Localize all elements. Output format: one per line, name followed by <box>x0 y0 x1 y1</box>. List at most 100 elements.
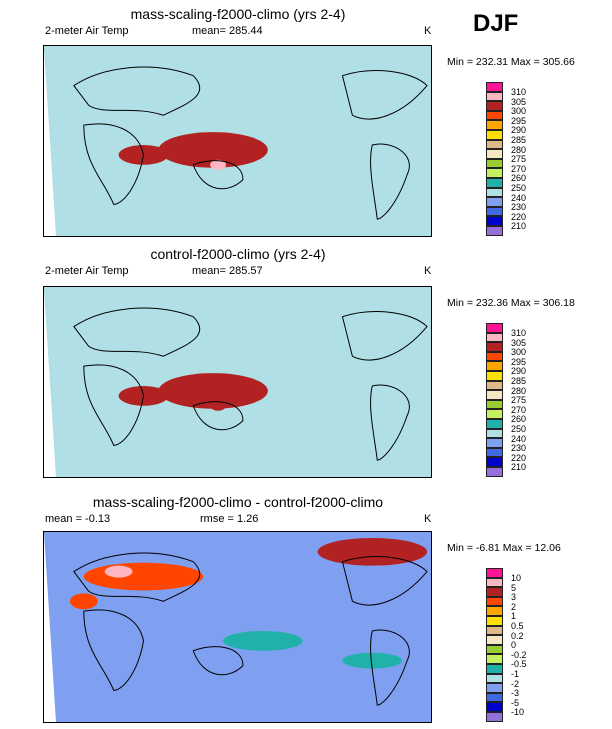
legend-swatch <box>486 120 503 130</box>
legend-swatch <box>486 654 503 664</box>
legend-swatch <box>486 91 503 102</box>
coastline <box>370 384 410 461</box>
legend-level-label: 250 <box>511 183 527 193</box>
legend-level-label: -0.2 <box>511 649 527 660</box>
legend-level-label: 300 <box>511 347 527 358</box>
contour-region <box>83 562 204 591</box>
panel-title: mass-scaling-f2000-climo - control-f2000… <box>92 494 384 510</box>
legend-level-label: -5 <box>511 697 520 708</box>
legend-swatch <box>486 187 503 198</box>
legend-level-label: 305 <box>511 96 527 107</box>
legend-swatch <box>486 615 503 626</box>
legend-swatch <box>486 323 503 333</box>
legend-swatch <box>486 351 503 362</box>
legend-swatch <box>486 635 503 645</box>
mean-label: mean= 285.57 <box>192 265 263 277</box>
legend-swatch <box>486 673 503 684</box>
legend-level-label: 275 <box>511 154 527 165</box>
legend-swatch <box>486 110 503 121</box>
legend-swatch <box>486 428 503 439</box>
legend-level-label: -10 <box>511 707 525 718</box>
legend-level-label: 230 <box>511 202 527 213</box>
legend-level-label: 260 <box>511 414 527 425</box>
legend-level-label: 290 <box>511 366 527 377</box>
coastline <box>83 609 144 691</box>
legend-swatch <box>486 342 503 352</box>
legend-swatch <box>486 206 503 217</box>
legend-level-label: 240 <box>511 192 527 203</box>
legend-swatch <box>486 197 503 207</box>
legend-level-label: 270 <box>511 163 527 174</box>
legend-swatch <box>486 663 503 674</box>
legend-swatch <box>486 596 503 607</box>
mean-label: mean= 285.44 <box>192 25 263 37</box>
coastline <box>83 364 144 446</box>
coastline <box>73 66 201 116</box>
legend-level-label: 285 <box>511 135 527 145</box>
legend-swatch <box>486 168 503 178</box>
panel-title: mass-scaling-f2000-climo (yrs 2-4) <box>130 6 346 22</box>
legend-swatch <box>486 139 503 150</box>
legend-level-label: 220 <box>511 211 527 222</box>
legend-swatch <box>486 711 503 722</box>
season-label: DJF <box>473 10 519 37</box>
legend-level-label: 10 <box>511 573 522 583</box>
legend-swatch <box>486 692 503 703</box>
legend-swatch <box>486 447 503 458</box>
legend-level-label: 295 <box>511 356 527 367</box>
legend-swatch <box>486 361 503 371</box>
legend-swatch <box>486 129 503 140</box>
legend-swatch <box>486 702 503 712</box>
coastline <box>370 629 410 706</box>
legend-level-label: -0.5 <box>511 659 527 670</box>
color-legend: 10 5 3 2 1 0.5 0.2 0 -0.2 -0.5 -1 -2 -3 -5 -10 <box>486 568 527 722</box>
legend-level-label: 0.2 <box>511 630 524 641</box>
contour-region <box>210 400 227 411</box>
contour-region <box>158 373 268 409</box>
left-label: 2-meter Air Temp <box>45 265 129 277</box>
legend-swatch <box>486 625 503 636</box>
contour-map <box>43 286 432 478</box>
min-max-label: Min = -6.81 Max = 12.06 <box>447 542 561 554</box>
legend-level-label: 0.5 <box>511 621 524 631</box>
units-label: K <box>424 25 432 37</box>
legend-level-label: -3 <box>511 688 520 699</box>
legend-level-label: 5 <box>511 582 517 593</box>
legend-swatch <box>486 370 503 381</box>
legend-swatch <box>486 149 503 159</box>
legend-swatch <box>486 177 503 188</box>
contour-region <box>342 652 403 669</box>
color-legend: 310 305 300 295 290 285 280 275 270 260 250 240 230 2… <box>486 82 526 236</box>
legend-swatch <box>486 332 503 343</box>
legend-swatch <box>486 418 503 429</box>
legend-swatch <box>486 380 503 391</box>
left-label: mean = -0.13 <box>45 513 111 525</box>
legend-level-label: 0 <box>511 640 517 651</box>
legend-level-label: -2 <box>511 678 520 689</box>
legend-level-label: 3 <box>511 592 517 603</box>
legend-swatch <box>486 577 503 588</box>
legend-swatch <box>486 568 503 578</box>
legend-swatch <box>486 409 503 419</box>
contour-region <box>158 132 268 168</box>
units-label: K <box>424 265 432 277</box>
legend-level-label: 220 <box>511 452 527 463</box>
legend-level-label: 275 <box>511 395 527 406</box>
contour-region <box>104 565 133 578</box>
legend-level-label: 210 <box>511 462 527 473</box>
legend-level-label: 300 <box>511 106 527 117</box>
legend-level-label: 270 <box>511 404 527 415</box>
contour-region <box>69 593 98 610</box>
coastline <box>192 160 244 190</box>
coastline <box>73 307 201 357</box>
legend-swatch <box>486 438 503 448</box>
panel-title: control-f2000-climo (yrs 2-4) <box>150 246 326 262</box>
coastline <box>192 646 244 676</box>
legend-swatch <box>486 606 503 616</box>
contour-region <box>223 630 303 651</box>
legend-level-label: 2 <box>511 601 517 612</box>
legend-level-label: 230 <box>511 443 527 454</box>
coastline <box>370 143 410 220</box>
contour-map <box>43 45 432 237</box>
